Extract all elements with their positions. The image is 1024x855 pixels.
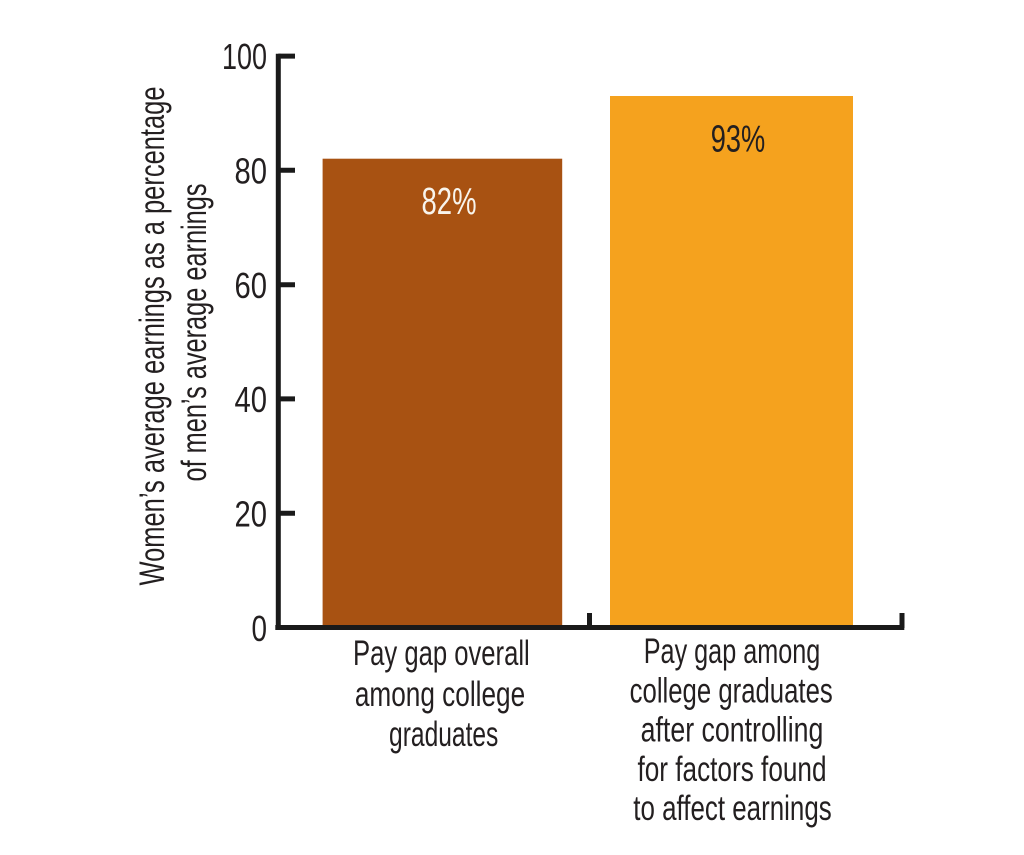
svg-text:for factors found: for factors found (637, 750, 826, 789)
svg-text:graduates: graduates (389, 715, 498, 754)
svg-text:82%: 82% (422, 181, 477, 223)
svg-text:80: 80 (235, 150, 268, 191)
svg-text:college graduates: college graduates (630, 671, 833, 710)
svg-text:40: 40 (235, 379, 268, 420)
svg-text:Pay gap among: Pay gap among (644, 632, 821, 671)
svg-text:20: 20 (235, 494, 268, 535)
svg-text:among college: among college (355, 675, 525, 714)
svg-text:of men’s average earnings: of men’s average earnings (175, 184, 214, 482)
svg-text:60: 60 (235, 265, 268, 306)
svg-text:0: 0 (252, 608, 268, 649)
svg-text:93%: 93% (711, 119, 766, 161)
svg-text:Women’s average earnings as a: Women’s average earnings as a percentage (133, 87, 172, 586)
svg-text:after controlling: after controlling (641, 711, 824, 750)
svg-text:to affect earnings: to affect earnings (633, 789, 831, 828)
svg-text:100: 100 (222, 36, 267, 77)
svg-text:Pay gap overall: Pay gap overall (353, 634, 530, 673)
